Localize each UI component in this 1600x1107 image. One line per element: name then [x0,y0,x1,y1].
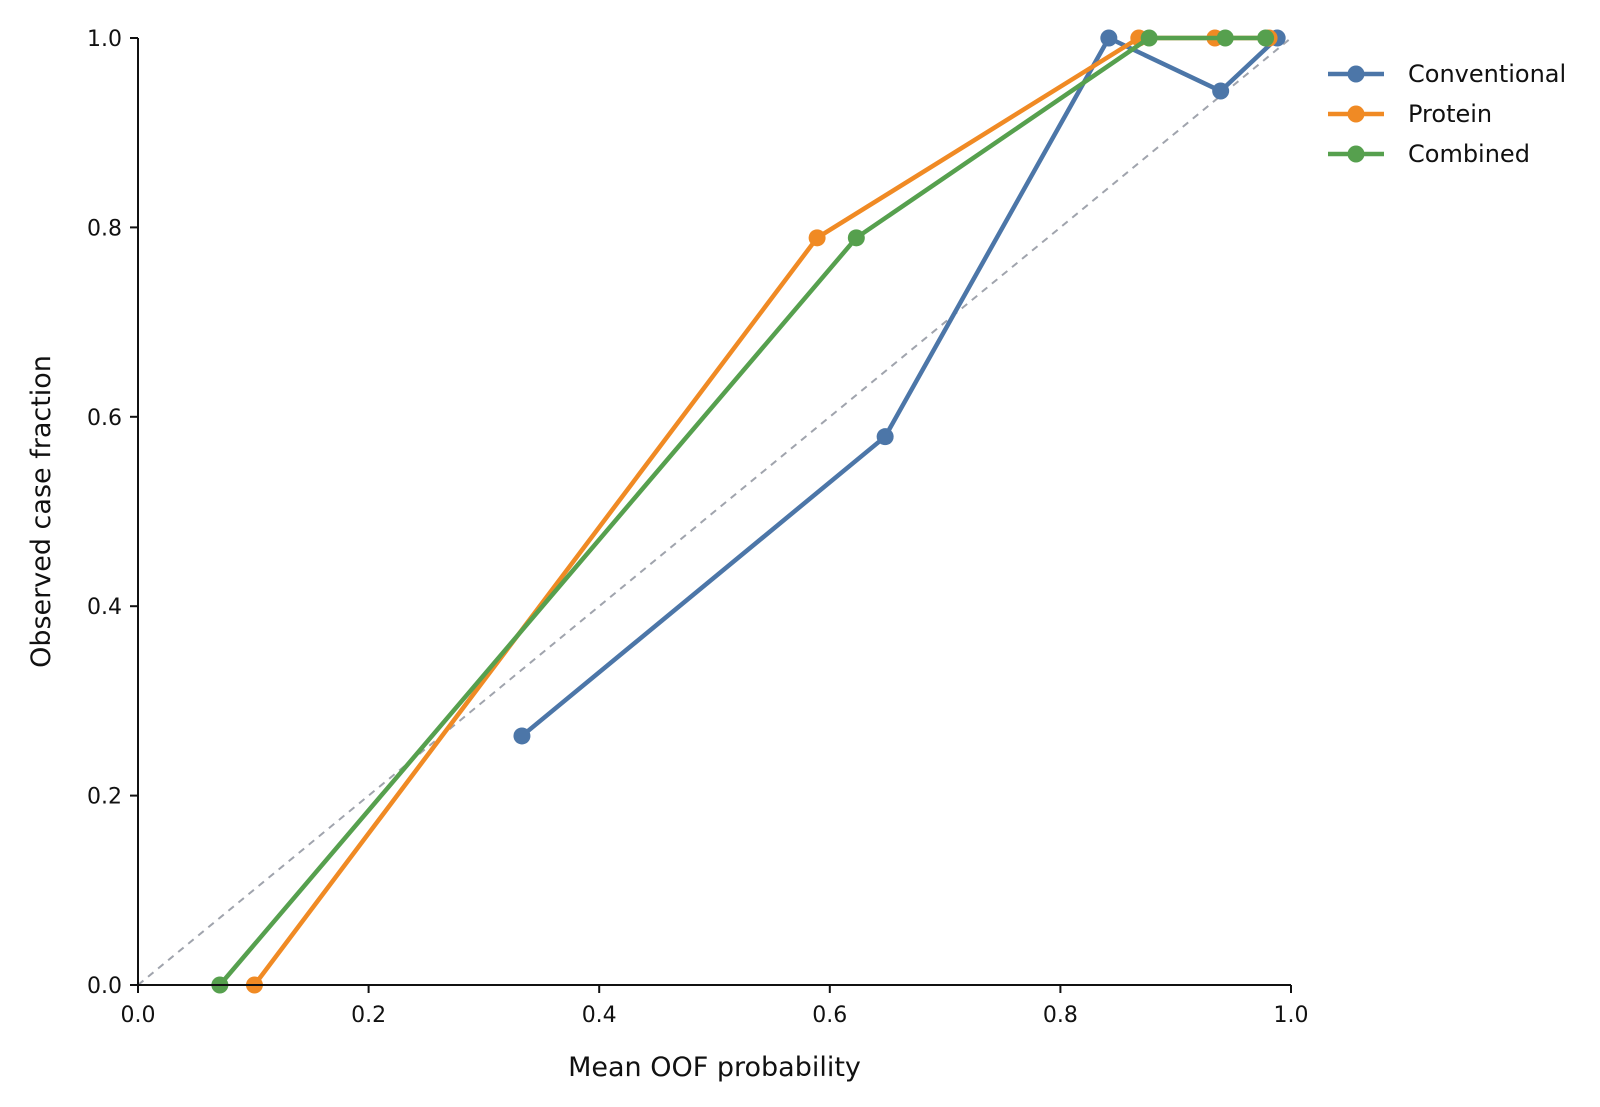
legend-label-protein: Protein [1408,100,1492,128]
legend-label-combined: Combined [1408,140,1530,168]
y-axis-label: Observed case fraction [26,355,57,668]
legend: Conventional Protein Combined [1328,60,1566,168]
y-tick-label: 1.0 [87,27,122,52]
data-point-conventional [1100,29,1118,47]
x-tick-label: 0.0 [121,1003,156,1028]
x-tick-label: 0.8 [1043,1003,1078,1028]
x-tick-label: 0.2 [351,1003,386,1028]
x-tick-label: 1.0 [1274,1003,1309,1028]
data-point-conventional [876,428,894,446]
data-point-conventional [1212,82,1230,100]
axes: 0.0 0.2 0.4 0.6 0.8 1.0 0.0 0.2 0.4 0.6 0.8 1.0 [87,27,1309,1028]
data-point-combined [1140,29,1158,47]
x-tick-label: 0.4 [582,1003,617,1028]
plot-area [137,29,1292,994]
data-point-conventional [513,727,531,745]
y-tick-label: 0.4 [87,595,122,620]
legend-marker-conventional [1347,65,1365,83]
data-point-combined [1257,29,1275,47]
y-tick-label: 0.8 [87,216,122,241]
legend-label-conventional: Conventional [1408,60,1566,88]
data-point-combined [1216,29,1234,47]
series-line-combined [217,35,1268,988]
legend-marker-protein [1347,105,1365,123]
reference-diagonal-line [137,37,1292,986]
y-tick-label: 0.2 [87,785,122,810]
y-tick-label: 0.0 [87,974,122,999]
y-tick-label: 0.6 [87,406,122,431]
x-axis-label: Mean OOF probability [568,1052,861,1083]
data-point-combined [847,229,865,247]
x-tick-label: 0.6 [812,1003,847,1028]
legend-marker-combined [1347,145,1365,163]
data-point-protein [808,229,826,247]
